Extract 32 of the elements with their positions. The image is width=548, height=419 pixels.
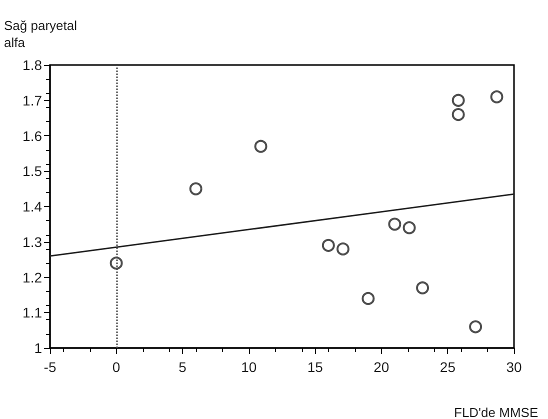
y-tick-label: 1.3	[22, 234, 42, 250]
y-tick-label: 1.8	[22, 57, 42, 73]
point	[490, 90, 504, 104]
point	[189, 182, 202, 196]
x-tick-label: 5	[178, 359, 187, 375]
x-tick-label: -5	[44, 359, 56, 375]
y-tick-label: 1.6	[22, 128, 42, 144]
point	[469, 320, 482, 334]
x-axis-title: FLD'de MMSE	[454, 405, 538, 419]
x-tick-label: 10	[241, 359, 257, 375]
point	[110, 256, 123, 270]
x-tick-label: 0	[112, 359, 120, 375]
point	[388, 218, 402, 231]
point	[254, 140, 268, 153]
point	[452, 108, 465, 122]
y-tick-label: 1.2	[22, 269, 42, 286]
y-axis-title: Sağ paryetal alfa	[4, 18, 78, 50]
point	[362, 292, 375, 305]
y-tick-label: 1.5	[22, 163, 42, 180]
point	[416, 281, 430, 294]
x-tick-label: 15	[307, 359, 324, 375]
point	[322, 238, 335, 252]
x-tick-label: 25	[440, 359, 456, 375]
point	[402, 221, 416, 234]
y-tick-label: 1	[34, 340, 42, 356]
y-tick-label: 1.7	[22, 92, 42, 108]
point	[452, 94, 465, 107]
y-tick-label: 1.4	[22, 198, 42, 214]
point	[336, 242, 350, 256]
y-tick-label: 1.1	[22, 304, 42, 321]
x-tick-label: 20	[374, 359, 390, 375]
x-tick-label: 30	[506, 359, 522, 375]
